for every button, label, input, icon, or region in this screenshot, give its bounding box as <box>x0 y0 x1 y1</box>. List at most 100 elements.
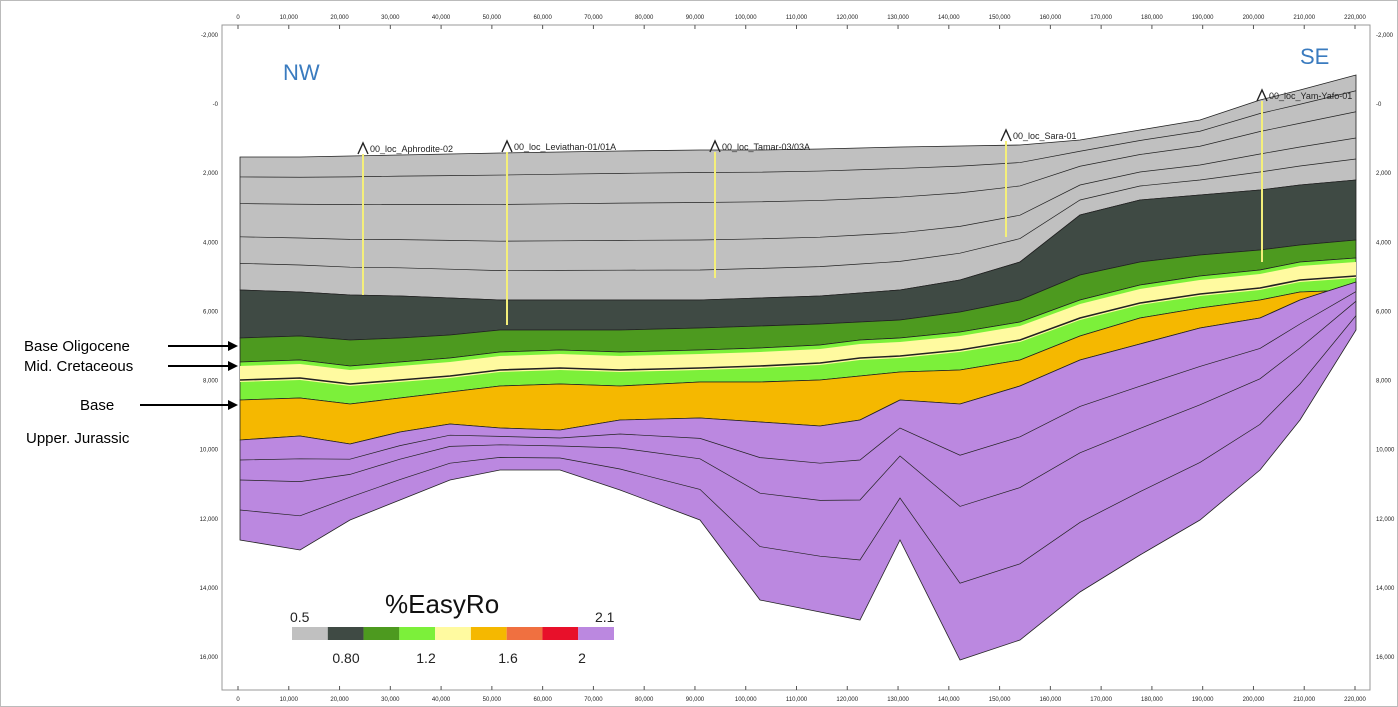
x-tick-label: 80,000 <box>635 15 654 21</box>
y-tick-label: 12,000 <box>1376 517 1395 523</box>
x-tick-label: 130,000 <box>887 15 909 21</box>
contour <box>239 315 1357 584</box>
legend-max: 2.1 <box>595 609 615 625</box>
x-tick-label: 70,000 <box>584 697 603 703</box>
x-tick-label: 170,000 <box>1090 697 1112 703</box>
x-tick-label: 170,000 <box>1090 15 1112 21</box>
y-tick-label: 2,000 <box>1376 171 1392 177</box>
well-label: 00_loc_Sara-01 <box>1013 131 1077 141</box>
x-tick-label: 100,000 <box>735 697 757 703</box>
y-tick-label: 4,000 <box>1376 240 1392 246</box>
x-tick-label: 0 <box>236 697 240 703</box>
y-tick-label: 6,000 <box>1376 309 1392 315</box>
x-tick-label: 180,000 <box>1141 697 1163 703</box>
x-tick-label: 220,000 <box>1344 697 1366 703</box>
legend-label: 0.80 <box>332 650 359 666</box>
x-tick-label: 100,000 <box>735 15 757 21</box>
y-tick-label: 10,000 <box>1376 448 1395 454</box>
x-tick-label: 220,000 <box>1344 15 1366 21</box>
contour <box>239 300 1357 507</box>
x-tick-label: 190,000 <box>1192 697 1214 703</box>
x-tick-label: 90,000 <box>686 15 705 21</box>
x-tick-label: 200,000 <box>1243 697 1265 703</box>
x-tick-label: 90,000 <box>686 697 705 703</box>
well-symbol <box>1000 128 1012 142</box>
y-tick-label: 8,000 <box>203 379 219 385</box>
x-tick-label: 0 <box>236 15 240 21</box>
y-tick-label: -2,000 <box>1376 33 1394 39</box>
well-symbol <box>1256 88 1268 102</box>
x-tick-label: 40,000 <box>432 15 451 21</box>
legend-swatch <box>327 627 364 640</box>
x-tick-label: 70,000 <box>584 15 603 21</box>
x-tick-label: 160,000 <box>1040 15 1062 21</box>
horizon-label: Base <box>80 397 114 414</box>
x-tick-label: 10,000 <box>280 697 299 703</box>
x-tick-label: 30,000 <box>381 15 400 21</box>
y-tick-label: -2,000 <box>201 33 219 39</box>
x-tick-label: 60,000 <box>533 15 552 21</box>
contour <box>239 111 1357 206</box>
legend-swatch <box>435 627 471 640</box>
legend-swatch <box>470 627 507 640</box>
x-tick-label: 150,000 <box>989 697 1011 703</box>
arrow-head <box>228 400 238 410</box>
x-tick-label: 60,000 <box>533 697 552 703</box>
se-label: SE <box>1300 44 1329 69</box>
x-tick-label: 20,000 <box>330 15 349 21</box>
contour <box>239 90 1357 178</box>
x-tick-label: 120,000 <box>836 697 858 703</box>
x-tick-label: 30,000 <box>381 697 400 703</box>
x-tick-label: 20,000 <box>330 697 349 703</box>
x-tick-label: 140,000 <box>938 15 960 21</box>
legend-swatch <box>399 627 436 640</box>
nw-label: NW <box>283 60 320 85</box>
y-tick-label: 6,000 <box>203 309 219 315</box>
legend-label: 2 <box>578 650 586 666</box>
y-tick-label: 4,000 <box>203 240 219 246</box>
contour <box>239 158 1357 271</box>
y-tick-label: 14,000 <box>1376 586 1395 592</box>
y-tick-label: 8,000 <box>1376 379 1392 385</box>
x-tick-label: 160,000 <box>1040 697 1062 703</box>
x-tick-label: 50,000 <box>483 697 502 703</box>
y-tick-label: 16,000 <box>1376 655 1395 661</box>
well-label: 00_loc_Aphrodite-02 <box>370 144 453 154</box>
legend-swatch <box>363 627 400 640</box>
x-tick-label: 50,000 <box>483 15 502 21</box>
axes: 0 0 10,000 10,000 20,000 20,000 30,000 30,000 40… <box>24 15 1395 703</box>
x-tick-label: 210,000 <box>1293 15 1315 21</box>
y-tick-label: 16,000 <box>200 655 219 661</box>
layer <box>240 262 1356 386</box>
well-symbol <box>709 139 721 153</box>
x-tick-label: 190,000 <box>1192 15 1214 21</box>
x-tick-label: 110,000 <box>786 15 808 21</box>
horizon-label: Base Oligocene <box>24 338 130 355</box>
legend-swatch <box>578 627 614 640</box>
x-tick-label: 10,000 <box>280 15 299 21</box>
y-tick-label: 14,000 <box>200 586 219 592</box>
legend-min: 0.5 <box>290 609 310 625</box>
legend-swatch <box>542 627 579 640</box>
horizon-label: Upper. Jurassic <box>26 430 130 447</box>
x-tick-label: 210,000 <box>1293 697 1315 703</box>
x-tick-label: 180,000 <box>1141 15 1163 21</box>
y-tick-label: 12,000 <box>200 517 219 523</box>
x-tick-label: 200,000 <box>1243 15 1265 21</box>
x-tick-label: 150,000 <box>989 15 1011 21</box>
legend-title: %EasyRo <box>385 589 499 619</box>
legend-swatch <box>506 627 543 640</box>
horizon-label: Mid. Cretaceous <box>24 358 133 375</box>
y-tick-label: -0 <box>1376 102 1382 108</box>
y-tick-label: 2,000 <box>203 171 219 177</box>
x-tick-label: 130,000 <box>887 697 909 703</box>
x-tick-label: 120,000 <box>836 15 858 21</box>
well-symbol <box>357 141 369 155</box>
x-tick-label: 140,000 <box>938 697 960 703</box>
y-tick-label: 10,000 <box>200 448 219 454</box>
contour <box>239 291 1357 464</box>
arrow-head <box>228 341 238 351</box>
x-tick-label: 40,000 <box>432 697 451 703</box>
layer <box>239 281 1357 661</box>
